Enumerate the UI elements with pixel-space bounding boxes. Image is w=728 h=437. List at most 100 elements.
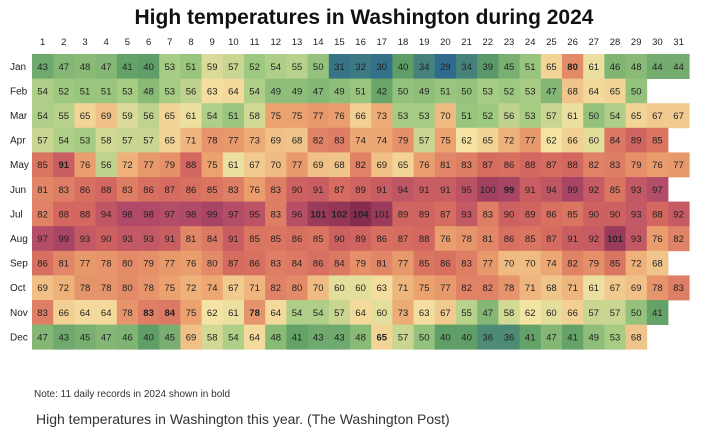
cell-value-label: 83 bbox=[610, 160, 621, 171]
cell-value-label: 91 bbox=[567, 234, 578, 245]
cell-value-label: 48 bbox=[631, 62, 642, 73]
heatmap-cell bbox=[519, 127, 542, 153]
day-tick-label: 4 bbox=[104, 37, 109, 48]
cell-value-label: 83 bbox=[271, 259, 282, 270]
heatmap-cell bbox=[477, 300, 499, 325]
cell-value-label: 44 bbox=[652, 62, 663, 73]
heatmap-cell bbox=[201, 177, 224, 202]
cell-value-label: 81 bbox=[440, 160, 451, 171]
heatmap-cell bbox=[456, 152, 478, 178]
heatmap-cell bbox=[413, 324, 436, 350]
cell-value-label: 61 bbox=[228, 160, 239, 171]
cell-value-label: 50 bbox=[631, 308, 642, 319]
heatmap-cell bbox=[180, 78, 202, 104]
heatmap-cell bbox=[32, 226, 54, 252]
heatmap-cell bbox=[392, 177, 414, 202]
cell-value-label: 78 bbox=[461, 234, 472, 245]
heatmap-cell bbox=[244, 275, 266, 301]
heatmap-cell bbox=[222, 54, 245, 79]
cell-value-label: 60 bbox=[355, 283, 366, 294]
heatmap-cell bbox=[625, 324, 648, 350]
heatmap-cell bbox=[74, 275, 96, 301]
heatmap-cell bbox=[180, 226, 202, 252]
heatmap-cell bbox=[95, 152, 118, 178]
cell-value-label: 68 bbox=[567, 86, 578, 97]
cell-value-label: 91 bbox=[419, 185, 430, 196]
heatmap-cell bbox=[519, 177, 542, 202]
cell-value-label: 55 bbox=[59, 111, 70, 122]
cell-value-label: 83 bbox=[271, 209, 282, 220]
heatmap-cell bbox=[32, 103, 54, 129]
cell-value-label: 94 bbox=[546, 185, 557, 196]
heatmap-cell bbox=[53, 127, 75, 153]
heatmap-cell bbox=[74, 201, 96, 227]
cell-value-label: 57 bbox=[143, 136, 154, 147]
cell-value-label: 57 bbox=[334, 308, 345, 319]
heatmap-cell bbox=[519, 54, 542, 79]
cell-value-label: 47 bbox=[313, 86, 324, 97]
day-tick-label: 24 bbox=[525, 37, 536, 48]
heatmap-cell bbox=[201, 78, 224, 104]
heatmap-cell bbox=[413, 103, 436, 129]
cell-value-label: 60 bbox=[334, 283, 345, 294]
cell-value-label: 80 bbox=[207, 259, 218, 270]
heatmap-cell bbox=[180, 54, 202, 79]
cell-value-label: 86 bbox=[292, 234, 303, 245]
cell-value-label: 70 bbox=[313, 283, 324, 294]
heatmap-cell bbox=[456, 78, 478, 104]
heatmap-cell bbox=[434, 226, 457, 252]
heatmap-cell bbox=[583, 177, 605, 202]
heatmap-cell bbox=[477, 103, 499, 129]
cell-value-label: 85 bbox=[610, 185, 621, 196]
heatmap-cell bbox=[434, 177, 457, 202]
cell-value-label: 57 bbox=[398, 332, 409, 343]
cell-value-label: 34 bbox=[461, 62, 472, 73]
heatmap-cell bbox=[519, 78, 542, 104]
heatmap-cell bbox=[646, 54, 669, 79]
heatmap-cell bbox=[392, 226, 414, 252]
cell-value-label: 36 bbox=[504, 332, 515, 343]
cell-value-label: 90 bbox=[589, 209, 600, 220]
heatmap-cell bbox=[540, 152, 563, 178]
cell-value-label: 47 bbox=[59, 62, 70, 73]
cell-value-label: 84 bbox=[292, 259, 303, 270]
cell-value-label: 64 bbox=[101, 308, 112, 319]
heatmap-cell bbox=[371, 300, 393, 325]
cell-value-label: 90 bbox=[504, 209, 515, 220]
heatmap-cell bbox=[222, 177, 245, 202]
cell-value-label: 60 bbox=[377, 308, 388, 319]
cell-value-label: 79 bbox=[165, 160, 176, 171]
cell-value-label: 53 bbox=[398, 111, 409, 122]
heatmap-cell bbox=[392, 78, 414, 104]
cell-value-label: 65 bbox=[165, 136, 176, 147]
heatmap-cell bbox=[583, 275, 605, 301]
cell-value-label: 93 bbox=[631, 185, 642, 196]
cell-value-label: 48 bbox=[143, 86, 154, 97]
cell-value-label: 78 bbox=[101, 259, 112, 270]
heatmap-cell bbox=[116, 250, 139, 276]
heatmap-cell bbox=[604, 275, 626, 301]
cell-value-label: 97 bbox=[652, 185, 663, 196]
cell-value-label: 54 bbox=[37, 111, 48, 122]
cell-value-label: 75 bbox=[440, 136, 451, 147]
cell-value-label: 80 bbox=[122, 283, 133, 294]
cell-value-label: 51 bbox=[355, 86, 366, 97]
cell-value-label: 58 bbox=[207, 332, 218, 343]
heatmap-cell bbox=[138, 103, 160, 129]
cell-value-label: 82 bbox=[673, 234, 684, 245]
day-tick-label: 28 bbox=[610, 37, 621, 48]
cell-value-label: 82 bbox=[271, 283, 282, 294]
cell-value-label: 47 bbox=[546, 332, 557, 343]
day-tick-label: 3 bbox=[82, 37, 87, 48]
heatmap-cell bbox=[583, 103, 605, 129]
heatmap-cell bbox=[32, 300, 54, 325]
heatmap-cell bbox=[668, 201, 690, 227]
heatmap-cell bbox=[477, 78, 499, 104]
cell-value-label: 34 bbox=[419, 62, 430, 73]
heatmap-cell bbox=[307, 250, 330, 276]
heatmap-cell bbox=[392, 201, 414, 227]
heatmap-cell bbox=[244, 127, 266, 153]
heatmap-cell bbox=[116, 152, 139, 178]
cell-value-label: 57 bbox=[546, 111, 557, 122]
heatmap-cell bbox=[434, 300, 457, 325]
